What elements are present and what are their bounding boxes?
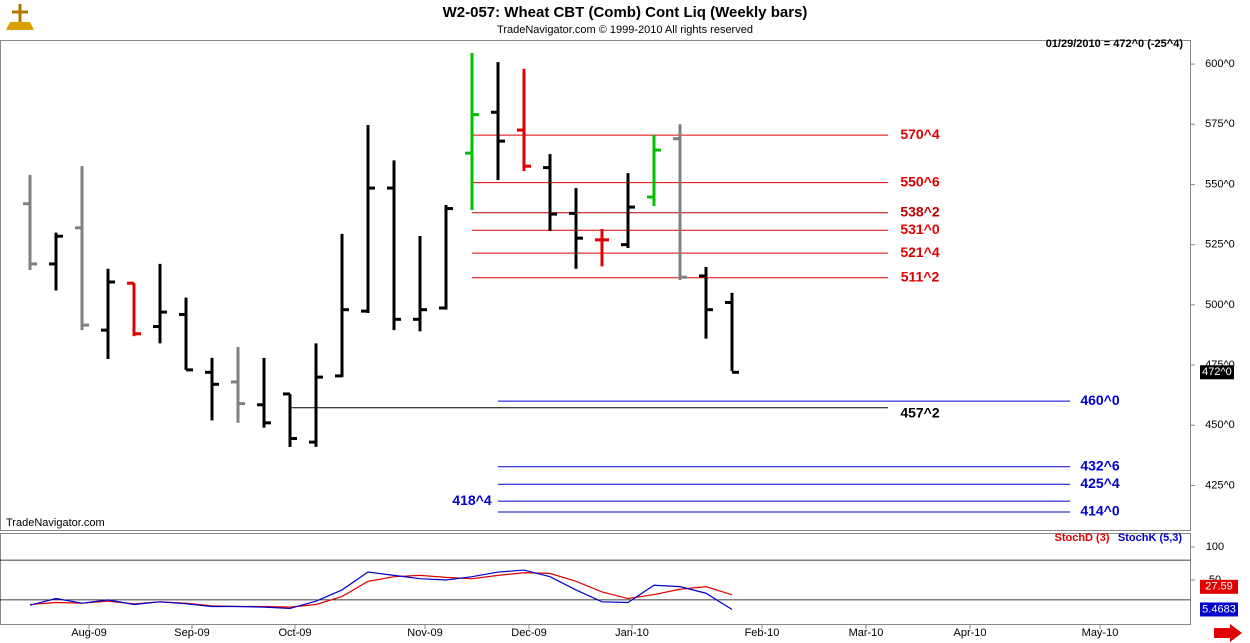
info: 01/29/2010 = 472^0 (-25^4)	[1046, 38, 1184, 50]
x-tick-label: May-10	[1082, 627, 1119, 639]
level-label: 550^6	[900, 173, 940, 189]
x-tick-label: Aug-09	[71, 627, 106, 639]
level-label: 521^4	[900, 244, 940, 260]
chart-title: W2-057: Wheat CBT (Comb) Cont Liq (Weekl…	[443, 4, 808, 21]
y-tick-label: 100	[1206, 541, 1224, 553]
last-price-label: 472^0	[1202, 366, 1232, 378]
last-price-tag	[1200, 365, 1234, 380]
legend-entry: StochK (5,3)	[1118, 532, 1183, 544]
y-tick-label: 525^0	[1205, 239, 1235, 251]
value-tag	[1200, 579, 1238, 594]
level-label: 538^2	[900, 203, 940, 219]
x-tick-label: Dec-09	[511, 627, 546, 639]
level-label: 414^0	[1080, 503, 1120, 519]
logo	[6, 4, 34, 30]
level-label: 457^2	[900, 405, 940, 421]
stoch-line	[29, 569, 733, 610]
x-tick-label: Jan-10	[615, 627, 649, 639]
watermark: TradeNavigator.com	[6, 517, 105, 529]
x-tick-label: Nov-09	[407, 627, 442, 639]
x-tick-label: Feb-10	[745, 627, 780, 639]
y-tick-label: 450^0	[1205, 419, 1235, 431]
x-tick-label: Oct-09	[278, 627, 311, 639]
level-label: 425^4	[1080, 475, 1120, 491]
scroll-arrow[interactable]	[1214, 624, 1242, 642]
chart-subtitle: TradeNavigator.com © 1999-2010 All right…	[497, 24, 753, 36]
stoch-panel	[0, 533, 1191, 625]
value-tag	[1200, 602, 1238, 617]
x-tick-label: Sep-09	[174, 627, 209, 639]
value-tag-label: 5.4683	[1202, 603, 1236, 615]
value-tag-label: 27.59	[1205, 581, 1233, 593]
x-tick-label: Mar-10	[849, 627, 884, 639]
y-tick-label: 550^0	[1205, 178, 1235, 190]
level-label: 460^0	[1080, 392, 1120, 408]
level-label: 418^4	[452, 492, 492, 508]
y-tick-label: 600^0	[1205, 58, 1235, 70]
level-label: 531^0	[900, 221, 940, 237]
level-label: 511^2	[901, 268, 940, 284]
x-tick-label: Apr-10	[953, 627, 986, 639]
y-tick-label: 575^0	[1205, 118, 1235, 130]
y-tick-label: 425^0	[1205, 479, 1235, 491]
level-label: 432^6	[1080, 457, 1120, 473]
y-tick-label: 500^0	[1205, 299, 1235, 311]
level-label: 570^4	[900, 126, 940, 142]
legend-entry: StochD (3)	[1055, 532, 1110, 544]
price-panel	[0, 40, 1191, 531]
